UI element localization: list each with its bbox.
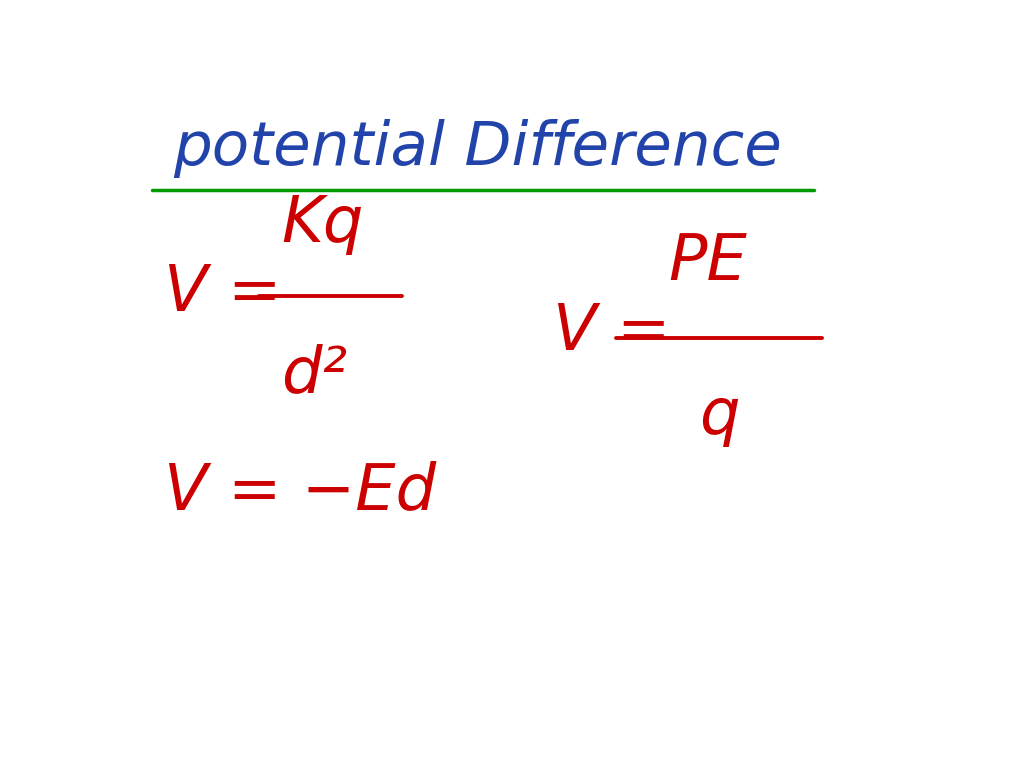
Text: V =: V = [553,300,670,362]
Text: q: q [699,385,739,447]
Text: potential Difference: potential Difference [173,119,781,178]
Text: PE: PE [668,231,746,293]
Text: V =: V = [164,262,282,324]
Text: Kq: Kq [282,193,364,255]
Text: V = −Ed: V = −Ed [164,460,436,522]
Text: d²: d² [282,343,347,406]
